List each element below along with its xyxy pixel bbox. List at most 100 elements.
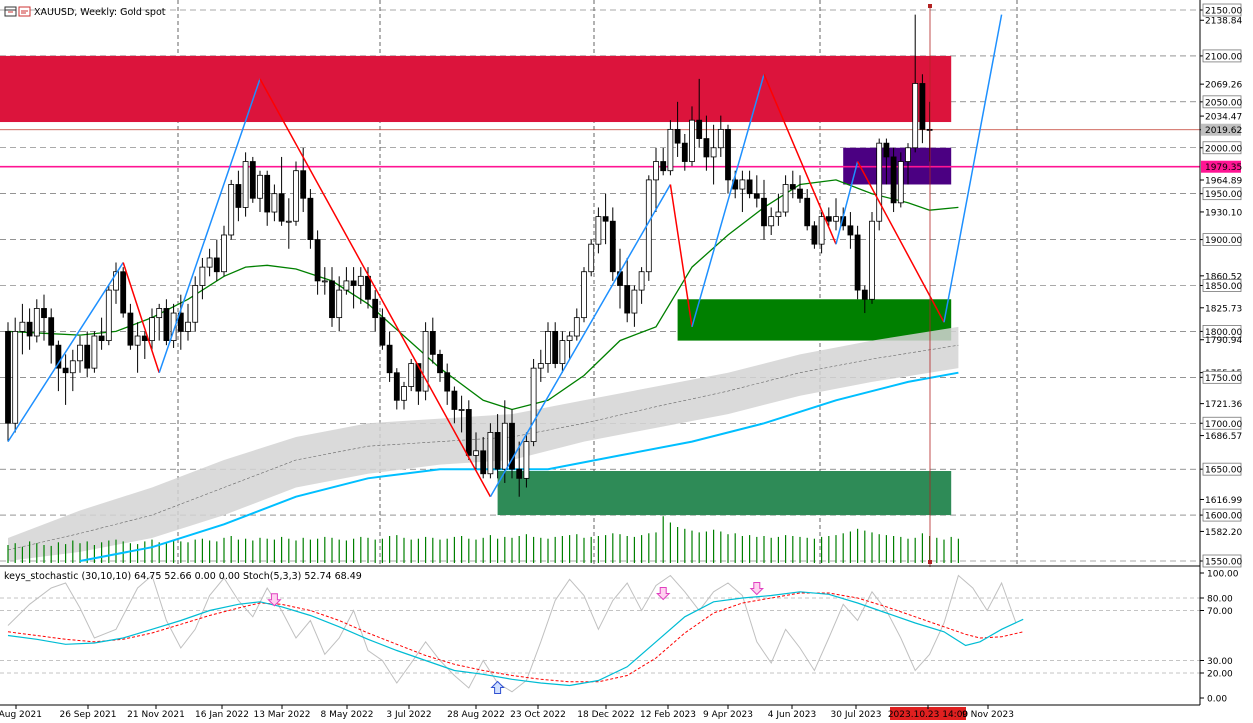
candle-body[interactable] — [321, 280, 328, 283]
candle-body[interactable] — [357, 275, 364, 286]
candle-body[interactable] — [753, 193, 760, 199]
candle-body[interactable] — [509, 422, 515, 470]
candle-body[interactable] — [293, 170, 299, 222]
candle-body[interactable] — [199, 266, 206, 286]
candle-body[interactable] — [242, 161, 249, 208]
candle-body[interactable] — [329, 280, 335, 319]
candle-body[interactable] — [581, 271, 587, 319]
candle-body[interactable] — [552, 331, 559, 364]
candle-body[interactable] — [429, 331, 436, 355]
candle-body[interactable] — [797, 188, 803, 199]
candle-body[interactable] — [26, 321, 33, 337]
candle-body[interactable] — [487, 432, 494, 475]
candle-body[interactable] — [120, 271, 127, 314]
candle-body[interactable] — [516, 468, 523, 479]
candle-body[interactable] — [775, 211, 782, 218]
candle-body[interactable] — [465, 409, 472, 456]
candle-body[interactable] — [674, 128, 681, 144]
candle-body[interactable] — [811, 225, 818, 245]
candle-body[interactable] — [653, 161, 659, 181]
candle-body[interactable] — [415, 363, 422, 392]
candle-body[interactable] — [249, 161, 256, 199]
indicator-panel[interactable]: 100.00 80.00 70.00 30.00 20.00 0.00 keys_stoc… — [0, 567, 1239, 705]
candle-body[interactable] — [717, 128, 724, 149]
candle-body[interactable] — [372, 298, 379, 319]
candle-body[interactable] — [271, 193, 278, 213]
candle-body[interactable] — [33, 308, 40, 337]
candle-body[interactable] — [336, 289, 343, 319]
candle-body[interactable] — [588, 243, 595, 273]
chart-window-icon[interactable] — [4, 6, 17, 17]
candle-body[interactable] — [768, 216, 775, 227]
candle-body[interactable] — [566, 335, 573, 341]
candle-body[interactable] — [883, 142, 890, 158]
candle-body[interactable] — [624, 285, 631, 314]
candle-body[interactable] — [602, 216, 609, 222]
restore-icon[interactable] — [18, 6, 31, 17]
candle-body[interactable] — [278, 193, 285, 222]
candle-body[interactable] — [703, 138, 710, 158]
candle-body[interactable] — [350, 280, 357, 286]
candle-body[interactable] — [91, 335, 98, 369]
candle-body[interactable] — [746, 179, 753, 195]
candle-body[interactable] — [833, 216, 839, 222]
candle-body[interactable] — [192, 285, 199, 323]
candle-body[interactable] — [545, 331, 551, 364]
candle-body[interactable] — [667, 128, 674, 172]
candle-body[interactable] — [861, 289, 868, 300]
candle-body[interactable] — [825, 216, 832, 222]
candle-body[interactable] — [113, 271, 119, 291]
candles-layer[interactable] — [5, 14, 933, 497]
candle-body[interactable] — [257, 174, 263, 199]
candle-body[interactable] — [170, 312, 177, 341]
candle-body[interactable] — [62, 367, 69, 374]
candle-body[interactable] — [912, 83, 919, 149]
candle-body[interactable] — [897, 161, 904, 204]
candle-body[interactable] — [595, 216, 602, 245]
candle-body[interactable] — [573, 317, 580, 337]
candle-body[interactable] — [12, 331, 19, 424]
candle-body[interactable] — [437, 353, 443, 374]
candle-body[interactable] — [206, 257, 213, 268]
candle-body[interactable] — [185, 321, 191, 332]
candle-body[interactable] — [149, 317, 155, 341]
candle-body[interactable] — [69, 360, 76, 374]
candle-body[interactable] — [84, 344, 91, 369]
candle-body[interactable] — [501, 422, 508, 470]
candle-body[interactable] — [48, 317, 55, 346]
candle-body[interactable] — [905, 147, 911, 162]
candle-body[interactable] — [408, 363, 415, 387]
candle-body[interactable] — [343, 280, 350, 291]
candle-body[interactable] — [681, 142, 688, 162]
candle-body[interactable] — [19, 321, 26, 332]
candle-body[interactable] — [163, 308, 170, 342]
candle-body[interactable] — [379, 317, 386, 346]
candle-body[interactable] — [854, 234, 861, 291]
candle-body[interactable] — [890, 156, 897, 204]
candle-body[interactable] — [105, 289, 112, 342]
candle-body[interactable] — [710, 147, 717, 158]
candle-body[interactable] — [141, 335, 148, 341]
candle-body[interactable] — [869, 220, 875, 300]
candle-body[interactable] — [55, 344, 62, 369]
candle-body[interactable] — [314, 239, 321, 282]
candle-body[interactable] — [177, 312, 184, 332]
candle-body[interactable] — [761, 197, 767, 227]
candle-body[interactable] — [782, 184, 789, 213]
candle-body[interactable] — [847, 225, 854, 236]
candle-body[interactable] — [689, 119, 695, 162]
candle-body[interactable] — [307, 197, 314, 240]
candle-body[interactable] — [804, 197, 811, 227]
candle-body[interactable] — [919, 83, 926, 130]
candle-body[interactable] — [480, 450, 487, 475]
candle-body[interactable] — [789, 184, 796, 190]
candle-body[interactable] — [98, 335, 105, 341]
candle-body[interactable] — [300, 170, 307, 199]
candle-body[interactable] — [696, 119, 703, 139]
candle-body[interactable] — [876, 142, 883, 222]
candle-body[interactable] — [609, 220, 616, 273]
candle-body[interactable] — [41, 308, 47, 319]
candle-body[interactable] — [444, 372, 451, 392]
